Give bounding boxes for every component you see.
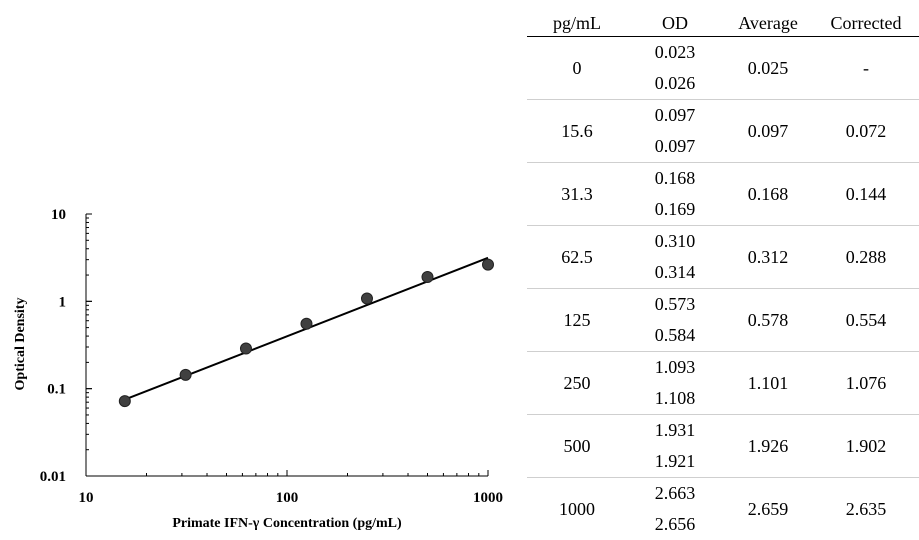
cell-average: 0.168 [723,163,813,226]
cell-average: 0.578 [723,289,813,352]
cell-od-replicate-1: 0.023 [627,37,723,69]
x-tick-label: 100 [276,490,299,506]
cell-od-replicate-1: 0.168 [627,163,723,195]
cell-od-replicate-1: 0.310 [627,226,723,258]
header-od: OD [627,10,723,37]
data-point [483,259,494,270]
cell-od-replicate-2: 0.584 [627,320,723,352]
cell-od-replicate-2: 1.108 [627,383,723,415]
y-tick-label: 0.1 [47,382,66,398]
x-tick-label: 1000 [473,490,503,506]
cell-od-replicate-1: 0.097 [627,100,723,132]
x-tick-label: 10 [79,490,94,506]
standard-curve-chart: 0.01 0.1 1 10 10 100 1000 Primate IFN-γ Conce… [0,0,520,539]
header-pg-ml: pg/mL [527,10,627,37]
cell-corrected: 0.288 [813,226,919,289]
y-axis-title: Optical Density [13,298,28,391]
y-tick-label: 1 [59,294,67,310]
cell-od-replicate-1: 2.663 [627,478,723,510]
data-point [422,271,433,282]
cell-concentration: 125 [527,289,627,352]
data-point [361,293,372,304]
y-tick-labels: 0.01 0.1 1 10 [40,207,66,485]
cell-corrected: 0.072 [813,100,919,163]
x-axis-title: Primate IFN-γ Concentration (pg/mL) [172,516,402,531]
x-tick-labels: 10 100 1000 [79,490,504,506]
data-point [301,318,312,329]
y-tick-label: 10 [51,207,66,223]
cell-corrected: 0.554 [813,289,919,352]
cell-average: 2.659 [723,478,813,540]
minor-tick-group [86,214,488,476]
data-point [240,343,251,354]
cell-average: 0.097 [723,100,813,163]
cell-od-replicate-2: 1.921 [627,446,723,478]
data-point [119,396,130,407]
cell-corrected: 1.076 [813,352,919,415]
data-points [119,259,493,407]
cell-od-replicate-2: 0.169 [627,194,723,226]
cell-concentration: 0 [527,37,627,100]
cell-od-replicate-1: 0.573 [627,289,723,321]
cell-corrected: 1.902 [813,415,919,478]
cell-concentration: 1000 [527,478,627,540]
cell-average: 0.025 [723,37,813,100]
cell-od-replicate-2: 0.314 [627,257,723,289]
cell-od-replicate-1: 1.931 [627,415,723,447]
cell-od-replicate-2: 2.656 [627,509,723,540]
cell-concentration: 15.6 [527,100,627,163]
cell-corrected: 0.144 [813,163,919,226]
cell-concentration: 250 [527,352,627,415]
cell-average: 1.926 [723,415,813,478]
cell-concentration: 31.3 [527,163,627,226]
header-corrected: Corrected [813,10,919,37]
cell-corrected: - [813,37,919,100]
cell-corrected: 2.635 [813,478,919,540]
table-header-row: pg/mL OD Average Corrected [527,10,919,37]
cell-average: 0.312 [723,226,813,289]
cell-concentration: 62.5 [527,226,627,289]
cell-od-replicate-2: 0.026 [627,68,723,100]
y-tick-label: 0.01 [40,469,66,485]
header-average: Average [723,10,813,37]
cell-average: 1.101 [723,352,813,415]
data-point [180,369,191,380]
cell-concentration: 500 [527,415,627,478]
cell-od-replicate-1: 1.093 [627,352,723,384]
cell-od-replicate-2: 0.097 [627,131,723,163]
